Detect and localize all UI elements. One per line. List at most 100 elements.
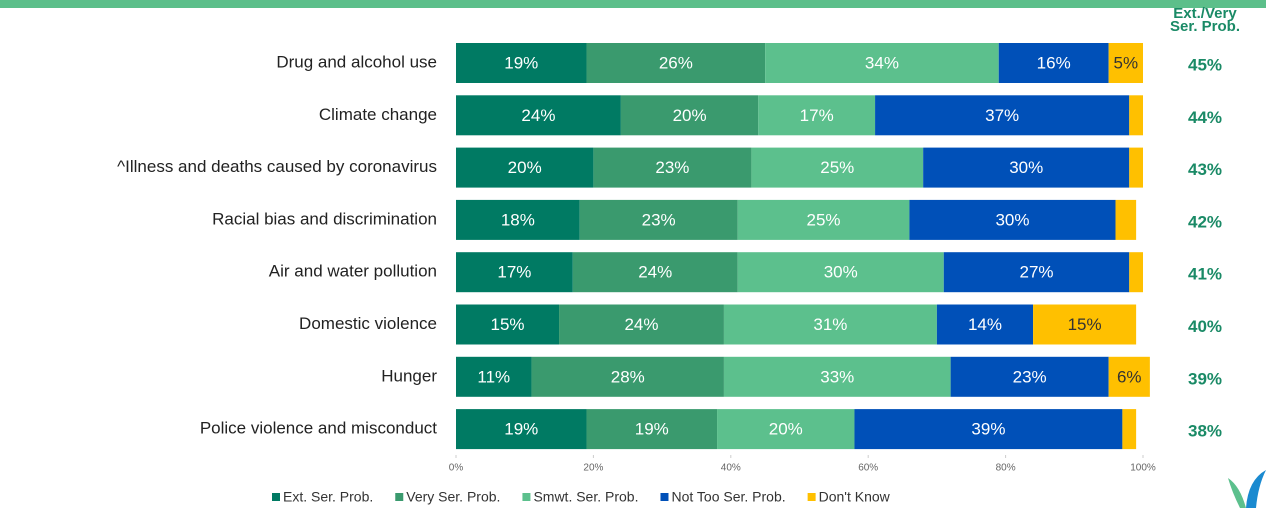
- data-label: 20%: [673, 106, 707, 125]
- bar-segment: [737, 199, 910, 240]
- category-label: Climate change: [319, 105, 437, 124]
- net-value: 39%: [1188, 369, 1222, 388]
- net-value: 38%: [1188, 422, 1222, 441]
- bar-segment: [456, 199, 580, 240]
- bar-segment: [1033, 304, 1137, 345]
- data-label: 19%: [635, 420, 669, 439]
- net-value: 40%: [1188, 317, 1222, 336]
- bar-segment: [1129, 147, 1143, 188]
- bar-segment: [909, 199, 1116, 240]
- data-label: 19%: [504, 420, 538, 439]
- data-label: 20%: [508, 158, 542, 177]
- x-tick-label: 80%: [996, 463, 1016, 474]
- data-label: 30%: [824, 263, 858, 282]
- data-label: 28%: [611, 367, 645, 386]
- legend-swatch: [272, 493, 280, 501]
- legend-swatch: [522, 493, 531, 501]
- data-label: 24%: [624, 315, 658, 334]
- data-label: 25%: [820, 158, 854, 177]
- bar-segment: [456, 304, 560, 345]
- bar-segment: [572, 252, 738, 293]
- bar-segment: [1108, 356, 1150, 397]
- data-label: 17%: [800, 106, 834, 125]
- bar-segment: [998, 43, 1109, 83]
- data-label: 24%: [521, 106, 555, 125]
- x-tick-label: 0%: [449, 463, 464, 474]
- data-label: 26%: [659, 53, 693, 72]
- data-label: 6%: [1117, 367, 1142, 386]
- data-label: 33%: [820, 367, 854, 386]
- net-value: 44%: [1188, 108, 1222, 127]
- data-label: 31%: [813, 315, 847, 334]
- data-label: 39%: [971, 420, 1005, 439]
- bar-segment: [559, 304, 724, 345]
- bar-segment: [456, 252, 573, 293]
- data-label: 15%: [491, 315, 525, 334]
- data-label: 17%: [497, 263, 531, 282]
- bar-segment: [456, 43, 587, 83]
- bar-segment: [531, 356, 724, 397]
- legend-label: Not Too Ser. Prob.: [671, 489, 785, 505]
- bar-segment: [936, 304, 1034, 345]
- data-label: 37%: [985, 106, 1019, 125]
- data-label: 20%: [769, 420, 803, 439]
- category-label: Air and water pollution: [269, 262, 437, 281]
- bar-segment: [1115, 199, 1137, 240]
- logo: [1228, 470, 1266, 508]
- data-label: 23%: [642, 210, 676, 229]
- data-label: 19%: [504, 53, 538, 72]
- bar-segment: [758, 95, 876, 136]
- category-label: Racial bias and discrimination: [212, 209, 437, 228]
- legend-label: Don't Know: [819, 489, 891, 505]
- category-label: ^Illness and deaths caused by coronaviru…: [117, 157, 437, 176]
- data-label: 30%: [995, 210, 1029, 229]
- bar-segment: [456, 409, 587, 450]
- category-label: Domestic violence: [299, 314, 437, 333]
- x-tick-label: 60%: [858, 463, 878, 474]
- data-label: 11%: [477, 367, 510, 386]
- category-label: Hunger: [381, 366, 437, 385]
- data-label: 15%: [1068, 315, 1102, 334]
- bar-segment: [875, 95, 1130, 136]
- bar-segment: [717, 409, 855, 450]
- bar-segment: [854, 409, 1123, 450]
- bar-segment: [586, 43, 766, 83]
- x-tick-label: 20%: [583, 463, 603, 474]
- data-label: 34%: [865, 53, 899, 72]
- bar-segment: [1122, 409, 1137, 450]
- bar-segment: [723, 356, 951, 397]
- bar-segment: [456, 95, 621, 136]
- net-header: Ext./Very: [1173, 5, 1237, 22]
- data-label: 30%: [1009, 158, 1043, 177]
- net-value: 45%: [1188, 55, 1222, 74]
- bar-segment: [751, 147, 924, 188]
- data-label: 16%: [1037, 53, 1071, 72]
- bar-segment: [620, 95, 759, 136]
- data-label: 25%: [807, 210, 841, 229]
- bar-segment: [923, 147, 1130, 188]
- net-value: 41%: [1188, 265, 1222, 284]
- bar-segment: [1129, 95, 1143, 136]
- bar-segment: [1129, 252, 1143, 293]
- net-header: Ser. Prob.: [1170, 18, 1240, 35]
- legend-label: Smwt. Ser. Prob.: [533, 489, 638, 505]
- data-label: 23%: [655, 158, 689, 177]
- legend-swatch: [807, 493, 816, 501]
- bar-segment: [586, 409, 718, 450]
- net-value: 42%: [1188, 212, 1222, 231]
- bar-segment: [723, 304, 937, 345]
- category-label: Drug and alcohol use: [276, 52, 437, 71]
- bar-segment: [765, 43, 999, 83]
- x-tick-label: 40%: [721, 463, 741, 474]
- legend-label: Very Ser. Prob.: [406, 489, 500, 505]
- data-label: 18%: [501, 210, 535, 229]
- bar-segment: [943, 252, 1130, 293]
- data-label: 14%: [968, 315, 1002, 334]
- bar-segment: [456, 356, 532, 397]
- bar-segment: [579, 199, 738, 240]
- data-label: 5%: [1114, 53, 1139, 72]
- bar-segment: [456, 147, 594, 188]
- bar-segment: [737, 252, 944, 293]
- data-label: 24%: [638, 263, 672, 282]
